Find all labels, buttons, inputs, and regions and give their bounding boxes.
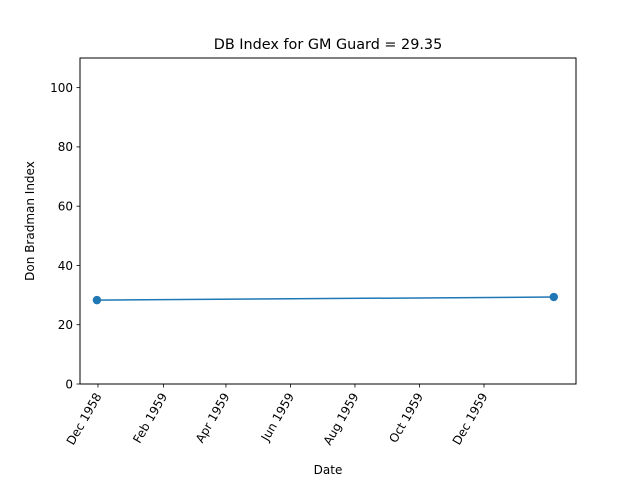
y-axis-label: Don Bradman Index (23, 161, 37, 281)
plot-frame (79, 57, 577, 385)
x-tick-label: Oct 1959 (386, 391, 426, 446)
y-tick-label: 0 (65, 377, 73, 391)
x-axis-label: Date (314, 463, 343, 477)
x-axis: Dec 1958 Feb 1959 Apr 1959 Jun 1959 Aug 1959… (64, 384, 491, 448)
y-tick-label: 100 (50, 81, 73, 95)
x-tick-label: Dec 1959 (450, 391, 491, 448)
y-axis: 0 20 40 60 80 100 (50, 81, 80, 391)
x-tick-label: Aug 1959 (321, 391, 362, 448)
x-tick-label: Jun 1959 (258, 391, 297, 445)
y-tick-label: 20 (58, 318, 73, 332)
data-point (92, 295, 102, 305)
x-tick-label: Feb 1959 (130, 391, 170, 446)
y-tick-label: 60 (58, 199, 73, 213)
y-tick-label: 40 (58, 259, 73, 273)
series-line (96, 296, 554, 301)
x-tick-label: Apr 1959 (193, 391, 233, 446)
plot-area (92, 292, 558, 305)
x-tick-label: Dec 1958 (64, 391, 105, 448)
y-tick-label: 80 (58, 140, 73, 154)
data-point (549, 292, 558, 302)
chart-title: DB Index for GM Guard = 29.35 (214, 37, 443, 53)
